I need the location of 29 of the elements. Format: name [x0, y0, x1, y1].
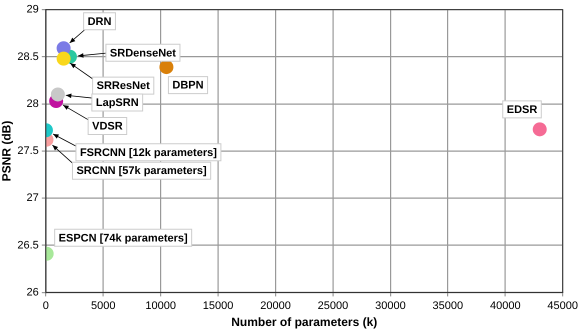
- series-label: DBPN: [172, 80, 204, 92]
- x-tick-label: 15000: [202, 300, 234, 312]
- x-tick-label: 45000: [547, 300, 578, 312]
- x-tick-label: 20000: [260, 300, 291, 312]
- text: SRResNet: [96, 80, 150, 92]
- y-axis-title: PSNR (dB): [0, 120, 14, 182]
- x-tick-label: 30000: [375, 300, 406, 312]
- x-tick-label: 35000: [432, 300, 464, 312]
- y-tick-label: 27: [26, 192, 39, 204]
- text: SRCNN [57k parameters]: [76, 165, 208, 178]
- x-tick-label: 40000: [490, 300, 521, 312]
- y-tick-label: 27.5: [17, 145, 39, 158]
- text: VDSR: [92, 120, 123, 133]
- text: LapSRN: [96, 96, 139, 109]
- text: DRN: [88, 16, 112, 28]
- x-tick-label: 25000: [318, 300, 348, 312]
- x-axis-title: Number of parameters (k): [231, 315, 378, 330]
- y-tick-label: 26: [26, 286, 39, 298]
- x-tick-label: 10000: [145, 300, 176, 312]
- x-tick-label: 5000: [91, 300, 116, 312]
- text: SRDenseNet: [110, 47, 176, 60]
- y-tick-label: 26.5: [17, 239, 39, 252]
- y-tick-label: 28: [26, 98, 39, 110]
- y-tick-label: 29: [26, 4, 39, 16]
- y-tick-label: 28.5: [17, 50, 39, 63]
- series-label: EDSR: [506, 104, 538, 116]
- text: FSRCNN [12k parameters]: [80, 146, 218, 159]
- x-tick-label: 0: [42, 300, 49, 312]
- series-label: ESPCN [74k parameters]: [58, 232, 188, 244]
